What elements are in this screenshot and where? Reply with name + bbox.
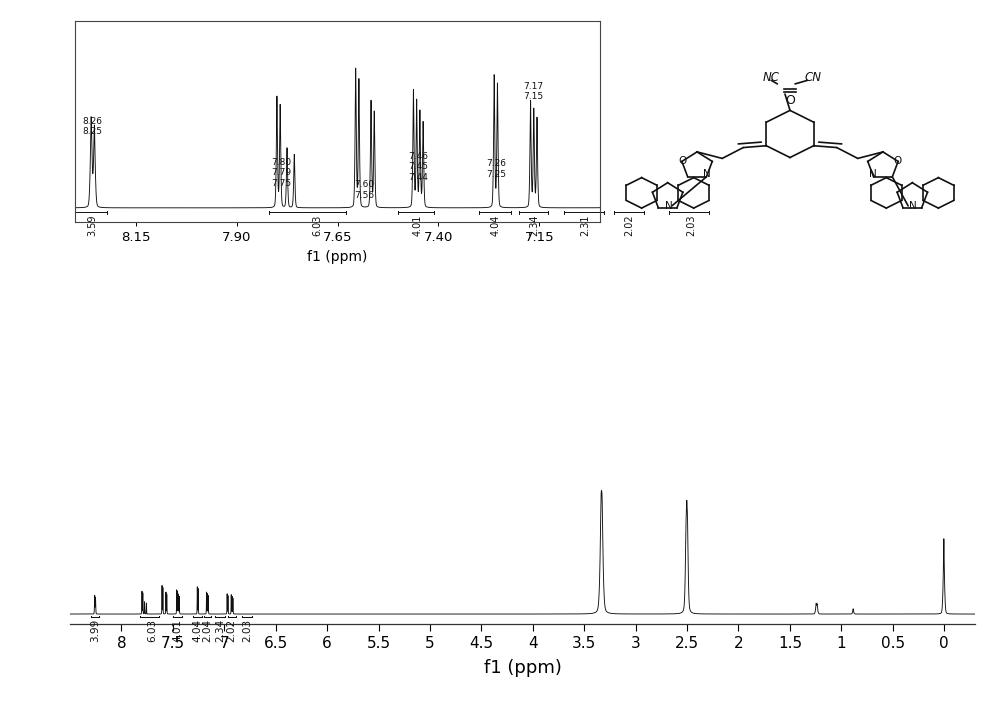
Text: 3.99: 3.99 — [90, 618, 100, 642]
Text: 7.17
7.15: 7.17 7.15 — [524, 82, 544, 101]
Text: 4.04: 4.04 — [491, 214, 501, 235]
Text: N: N — [909, 201, 917, 211]
Text: NC: NC — [763, 71, 780, 85]
Text: 2.04: 2.04 — [203, 618, 213, 642]
Text: 2.31: 2.31 — [580, 214, 590, 236]
Text: 7.60
7.56: 7.60 7.56 — [354, 180, 375, 200]
Text: 2.03: 2.03 — [242, 618, 252, 642]
Text: 7.80
7.79
7.75: 7.80 7.79 7.75 — [272, 158, 292, 188]
Text: 8.26
8.25: 8.26 8.25 — [82, 117, 102, 137]
Text: CN: CN — [805, 71, 822, 85]
X-axis label: f1 (ppm): f1 (ppm) — [307, 250, 368, 264]
Text: 4.01: 4.01 — [412, 214, 422, 235]
Text: 6.03: 6.03 — [312, 214, 322, 235]
Text: 2.34: 2.34 — [216, 618, 226, 642]
Text: O: O — [679, 156, 687, 166]
Text: 6.03: 6.03 — [147, 618, 157, 642]
Text: 2.03: 2.03 — [686, 214, 696, 236]
Text: 2.02: 2.02 — [624, 214, 634, 236]
Text: O: O — [785, 94, 795, 107]
Text: N: N — [869, 168, 877, 178]
Text: 4.01: 4.01 — [173, 618, 183, 642]
Text: 4.04: 4.04 — [193, 618, 203, 642]
Text: O: O — [893, 156, 901, 166]
Text: N: N — [665, 201, 672, 211]
Text: 2.34: 2.34 — [530, 214, 540, 236]
X-axis label: f1 (ppm): f1 (ppm) — [484, 659, 561, 677]
Text: 2.02: 2.02 — [227, 618, 237, 642]
Text: 3.59: 3.59 — [87, 214, 97, 236]
Text: N: N — [703, 168, 711, 178]
Text: 7.26
7.25: 7.26 7.25 — [486, 159, 506, 178]
Text: 7.46
7.45
7.44: 7.46 7.45 7.44 — [408, 152, 428, 182]
